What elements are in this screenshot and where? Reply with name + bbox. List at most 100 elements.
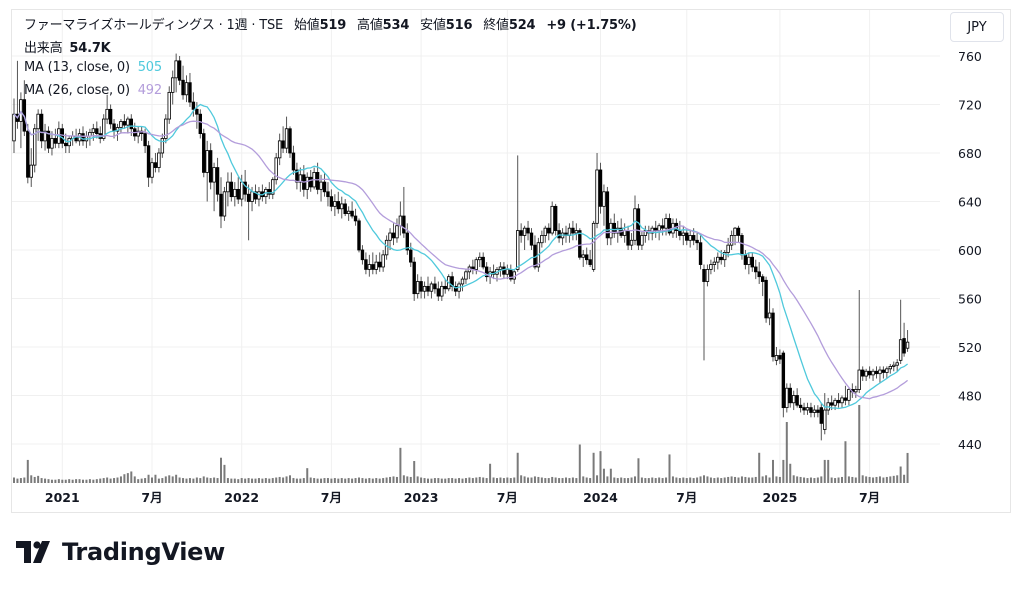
- volume-bar: [806, 478, 809, 483]
- volume-bar: [437, 478, 440, 483]
- candle-body: [705, 268, 710, 282]
- candle-body: [474, 259, 478, 270]
- volume-bar: [892, 475, 895, 483]
- volume-bar: [482, 477, 485, 483]
- volume-bar: [337, 478, 340, 483]
- volume-bar: [106, 477, 109, 483]
- volume-bar: [289, 475, 291, 483]
- volume-bar: [865, 476, 868, 483]
- candle-body: [698, 242, 703, 265]
- ma26-label: MA (26, close, 0): [24, 83, 130, 98]
- volume-bar: [130, 471, 133, 483]
- legend-ma13[interactable]: MA (13, close, 0) 505: [24, 60, 162, 75]
- candle-body: [271, 179, 275, 195]
- volume-bar: [789, 463, 792, 483]
- candle-body: [843, 397, 848, 401]
- volume-bar: [68, 479, 71, 483]
- volume-bar: [906, 452, 909, 483]
- volume-bar: [178, 477, 181, 483]
- candle-body: [712, 261, 717, 265]
- volume-bar: [792, 475, 795, 483]
- volume-bar: [157, 478, 160, 483]
- candle-body: [322, 181, 327, 193]
- price-axis[interactable]: 760 720 680 640 600 560 520 480 440: [958, 49, 982, 452]
- volume-bar: [423, 478, 426, 483]
- candle-body: [543, 227, 547, 236]
- candle-body: [160, 138, 165, 154]
- volume-bar: [433, 478, 436, 483]
- candle-body: [253, 191, 258, 200]
- volume-bar: [223, 464, 226, 483]
- volume-bar: [140, 478, 143, 483]
- candle-body: [43, 130, 47, 142]
- volume-bar: [347, 478, 350, 483]
- volume-bar: [285, 476, 288, 483]
- volume-bar: [896, 475, 899, 483]
- volume-bar: [827, 459, 830, 483]
- candle-body: [391, 232, 396, 239]
- volume-bar: [151, 477, 153, 483]
- candle-body: [760, 276, 765, 282]
- time-axis[interactable]: 2021 7月 2022 7月 2023 7月 2024 7月 2025 7月: [45, 490, 880, 505]
- candle-body: [819, 407, 823, 424]
- volume-bar: [709, 477, 712, 483]
- legend-ma26[interactable]: MA (26, close, 0) 492: [24, 83, 162, 98]
- candle-body: [816, 409, 820, 413]
- volume-bar: [340, 478, 343, 483]
- volume-bar: [471, 478, 474, 483]
- candle-body: [609, 222, 613, 239]
- ma13-line: [13, 103, 908, 410]
- change-value: +9 (+1.75%): [546, 18, 637, 33]
- candle-body: [46, 130, 51, 149]
- volume-bar: [796, 476, 799, 483]
- volume-bar: [247, 478, 250, 483]
- volume-bar: [47, 479, 50, 483]
- volume-bar: [592, 452, 595, 483]
- candle-body: [409, 249, 413, 263]
- tradingview-logo[interactable]: TradingView: [16, 538, 225, 566]
- volume-bar: [558, 478, 561, 483]
- candle-body: [602, 191, 606, 207]
- candle-body: [343, 203, 347, 215]
- volume-bar: [37, 475, 40, 483]
- candle-body: [898, 339, 903, 361]
- volume-bar: [133, 476, 136, 483]
- candle-body: [39, 113, 44, 142]
- time-tick-label: 2021: [45, 490, 80, 505]
- volume-bar: [33, 476, 36, 483]
- volume-bar: [803, 477, 806, 483]
- candle-body: [377, 261, 382, 268]
- candle-body: [719, 256, 723, 261]
- symbol-name[interactable]: ファーマライズホールディングス: [24, 18, 215, 33]
- legend-ohlc: ファーマライズホールディングス · 1週 · TSE 始値519 高値534 安…: [24, 18, 637, 33]
- candle-body: [122, 121, 127, 126]
- candle-body: [126, 118, 130, 126]
- candle-body: [91, 128, 96, 133]
- candle-body: [571, 227, 575, 234]
- volume-bar: [699, 476, 702, 483]
- candle-body: [578, 230, 582, 258]
- open-label: 始値: [293, 18, 320, 33]
- volume-bar: [44, 478, 47, 483]
- candle-body: [136, 130, 140, 137]
- volume-bar: [561, 478, 564, 483]
- candle-body: [146, 145, 151, 178]
- volume-bar: [634, 476, 636, 483]
- candle-body: [284, 128, 289, 149]
- candle-body: [60, 128, 64, 144]
- volume-value: 54.7K: [69, 41, 111, 56]
- candle-body: [281, 140, 285, 149]
- candle-body: [667, 218, 672, 234]
- candle-body: [326, 191, 330, 198]
- candle-body: [484, 266, 489, 278]
- candle-body: [460, 278, 465, 285]
- volume-bar: [354, 478, 357, 483]
- volume-bar: [899, 466, 902, 483]
- volume-bar: [502, 478, 505, 483]
- volume-bar: [813, 478, 816, 483]
- candle-body: [595, 169, 599, 224]
- currency-button[interactable]: JPY: [950, 12, 1004, 42]
- volume-bar: [88, 479, 91, 483]
- volume-bar: [734, 476, 737, 483]
